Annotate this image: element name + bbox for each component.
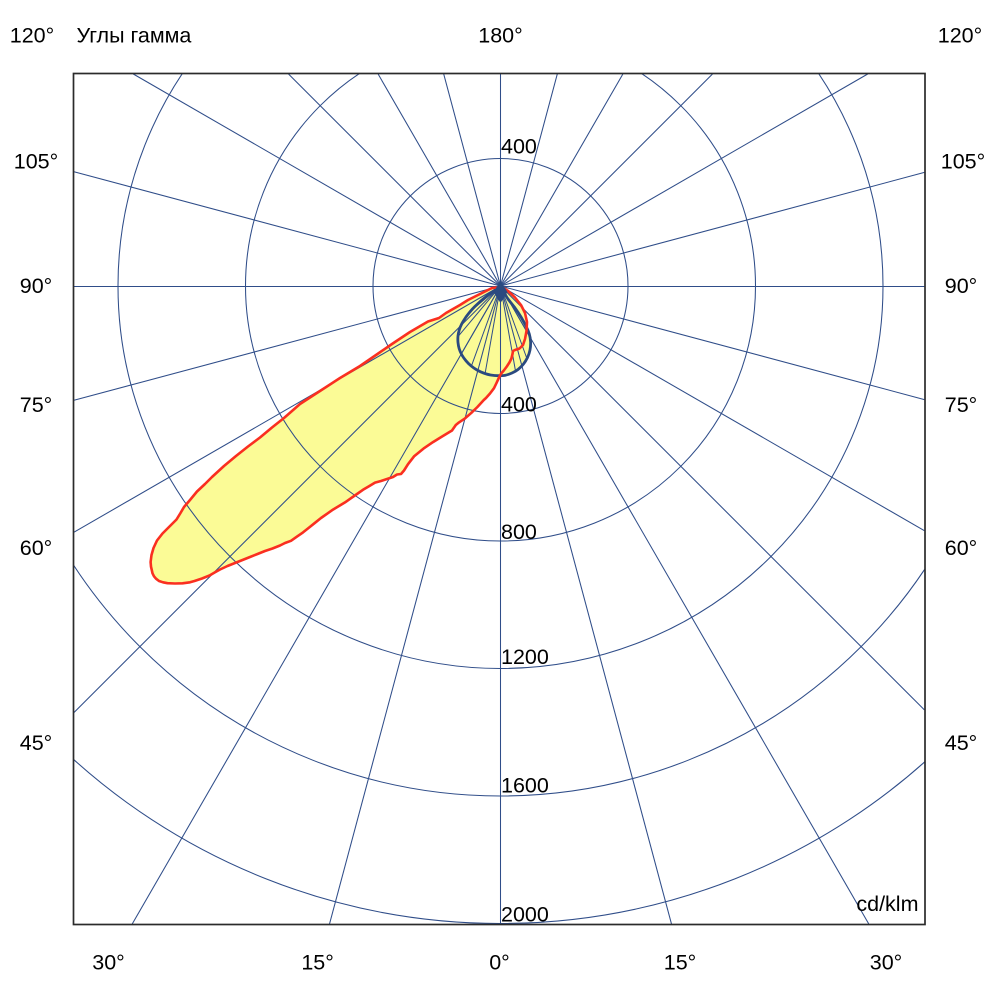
svg-text:60°: 60° bbox=[945, 536, 978, 560]
svg-text:90°: 90° bbox=[945, 274, 978, 298]
svg-text:1600: 1600 bbox=[501, 774, 549, 798]
svg-text:180°: 180° bbox=[478, 24, 522, 48]
svg-text:400: 400 bbox=[501, 135, 537, 159]
svg-text:800: 800 bbox=[501, 520, 537, 544]
svg-text:105°: 105° bbox=[14, 149, 58, 173]
svg-text:120°: 120° bbox=[10, 24, 54, 48]
svg-text:75°: 75° bbox=[20, 393, 53, 417]
svg-text:30°: 30° bbox=[870, 951, 903, 975]
svg-text:0°: 0° bbox=[489, 951, 510, 975]
svg-text:90°: 90° bbox=[20, 274, 53, 298]
svg-text:15°: 15° bbox=[664, 951, 697, 975]
svg-text:45°: 45° bbox=[945, 731, 978, 755]
svg-text:2000: 2000 bbox=[501, 903, 549, 927]
svg-text:60°: 60° bbox=[20, 536, 53, 560]
svg-text:45°: 45° bbox=[20, 731, 53, 755]
svg-text:15°: 15° bbox=[301, 951, 334, 975]
svg-text:105°: 105° bbox=[941, 149, 985, 173]
svg-text:120°: 120° bbox=[938, 24, 982, 48]
svg-text:cd/klm: cd/klm bbox=[856, 892, 918, 916]
svg-text:30°: 30° bbox=[92, 951, 125, 975]
svg-text:75°: 75° bbox=[945, 393, 978, 417]
svg-text:Углы гамма: Углы гамма bbox=[77, 24, 192, 48]
svg-text:1200: 1200 bbox=[501, 645, 549, 669]
svg-text:400: 400 bbox=[501, 393, 537, 417]
